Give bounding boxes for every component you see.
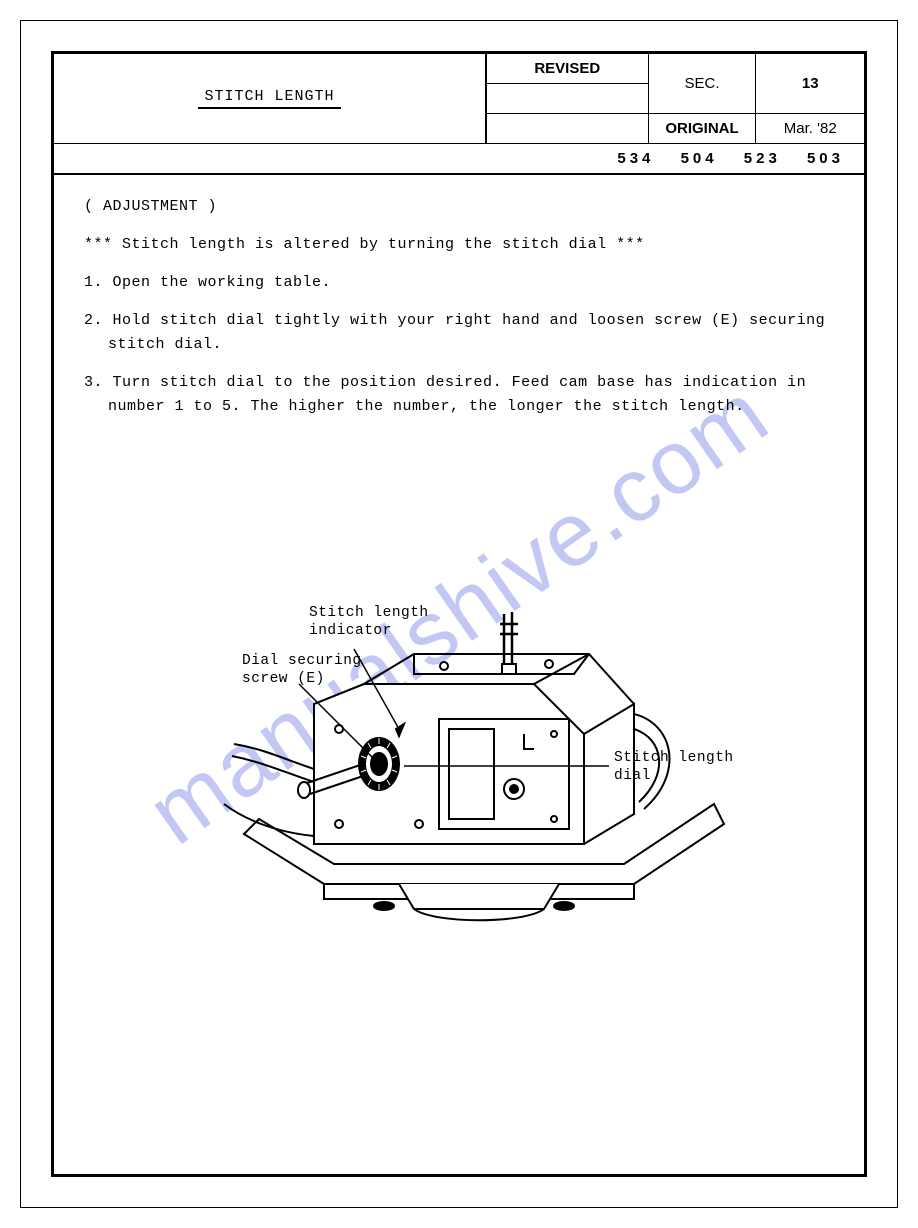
- document-border: STITCH LENGTH REVISED SEC. 13 ORIGINAL M…: [51, 51, 867, 1177]
- page-frame: STITCH LENGTH REVISED SEC. 13 ORIGINAL M…: [20, 20, 898, 1208]
- model-row: 534 504 523 503: [54, 144, 864, 175]
- header-row-1: STITCH LENGTH REVISED SEC. 13: [54, 54, 864, 84]
- page-title: STITCH LENGTH: [198, 88, 340, 109]
- model-numbers: 534 504 523 503: [54, 144, 864, 175]
- sec-value: 13: [756, 54, 864, 114]
- label-dial-securing-screw: Dial securing screw (E): [242, 652, 362, 688]
- step-2: 2. Hold stitch dial tightly with your ri…: [84, 309, 834, 357]
- step-3: 3. Turn stitch dial to the position desi…: [84, 371, 834, 419]
- step-1: 1. Open the working table.: [84, 271, 834, 295]
- revised-label: REVISED: [486, 54, 648, 84]
- adjustment-heading: ( ADJUSTMENT ): [84, 195, 834, 219]
- empty-cell-2: [486, 114, 648, 144]
- header-table: STITCH LENGTH REVISED SEC. 13 ORIGINAL M…: [54, 54, 864, 175]
- intro-line: *** Stitch length is altered by turning …: [84, 233, 834, 257]
- label-stitch-length-dial: Stitch length dial: [614, 749, 734, 785]
- mechanical-diagram: Stitch length indicator Dial securing sc…: [204, 574, 764, 934]
- body-content: ( ADJUSTMENT ) *** Stitch length is alte…: [54, 175, 864, 453]
- sec-label: SEC.: [648, 54, 756, 114]
- original-label: ORIGINAL: [648, 114, 756, 144]
- label-stitch-length-indicator: Stitch length indicator: [309, 604, 429, 640]
- date-cell: Mar. '82: [756, 114, 864, 144]
- title-cell: STITCH LENGTH: [54, 54, 486, 144]
- empty-cell-1: [486, 84, 648, 114]
